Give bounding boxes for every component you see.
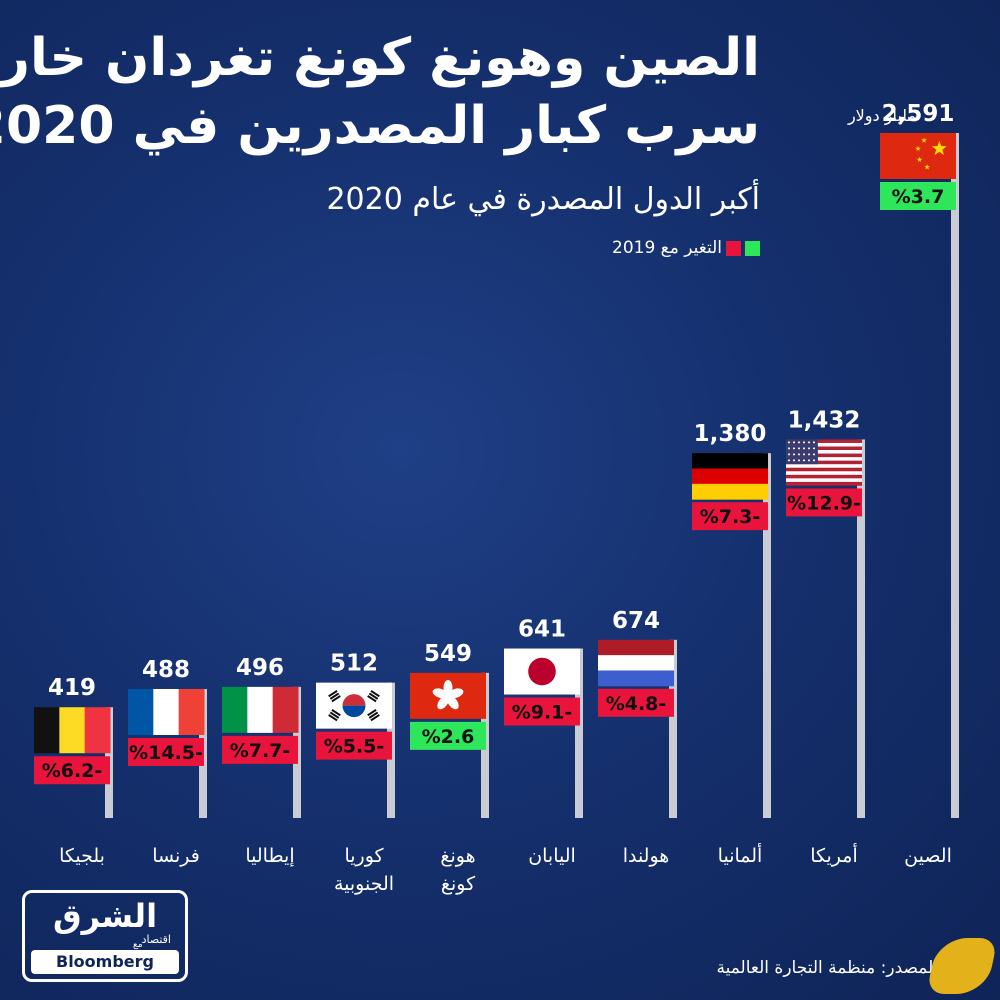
bar-pole bbox=[575, 648, 583, 818]
change-badge: %2.6 bbox=[410, 721, 486, 750]
source-label: المصدر: منظمة التجارة العالمية bbox=[716, 958, 938, 978]
title-line-1: الصين وهونغ كونغ تغردان خارج bbox=[0, 28, 760, 88]
category-label: إيطاليا bbox=[245, 845, 294, 868]
category-label: فرنسا bbox=[152, 845, 200, 867]
change-badge: %9.1- bbox=[504, 697, 580, 726]
bar-pole bbox=[669, 639, 677, 818]
change-label: %6.2- bbox=[42, 760, 103, 782]
change-label: %7.3- bbox=[700, 506, 761, 528]
value-label: 512 bbox=[330, 651, 378, 677]
unit-label: مليار دولار bbox=[847, 106, 916, 126]
change-badge: %6.2- bbox=[34, 756, 110, 785]
change-label: %2.6 bbox=[422, 726, 475, 748]
legend-negative-swatch bbox=[726, 240, 741, 256]
change-label: %14.5- bbox=[129, 742, 203, 764]
category-label: هونغ كونغ bbox=[440, 845, 476, 895]
change-label: %5.5- bbox=[324, 736, 385, 758]
logo: الشرق اقتصاد مع Bloomberg bbox=[22, 890, 188, 982]
bar-pole bbox=[857, 439, 865, 818]
change-label: %3.7 bbox=[892, 186, 945, 208]
change-badge: %4.8- bbox=[598, 688, 674, 717]
value-label: 1,380 bbox=[694, 421, 767, 447]
bar-pole bbox=[763, 453, 771, 818]
change-badge: %3.7 bbox=[880, 182, 956, 210]
belgium-flag-icon bbox=[34, 707, 111, 754]
change-label: %7.7- bbox=[230, 740, 291, 762]
germany-flag-icon bbox=[692, 453, 768, 500]
change-badge: %5.5- bbox=[316, 731, 392, 760]
value-label: 496 bbox=[236, 655, 284, 681]
value-label: 641 bbox=[518, 617, 566, 643]
change-badge: %7.7- bbox=[222, 735, 298, 764]
value-label: 419 bbox=[48, 675, 96, 701]
change-badge: %7.3- bbox=[692, 502, 768, 531]
category-label: اليابان bbox=[528, 845, 576, 867]
china-flag-icon bbox=[880, 133, 956, 179]
change-label: %9.1- bbox=[512, 702, 573, 724]
legend-positive-swatch bbox=[745, 240, 760, 256]
category-label: كوريا الجنوبية bbox=[334, 845, 394, 895]
change-badge: %12.9- bbox=[786, 488, 862, 517]
logo-arabic-text: الشرق bbox=[52, 897, 158, 935]
france-flag-icon bbox=[128, 688, 205, 735]
title-line-2: سرب كبار المصدرين في 2020 bbox=[0, 96, 760, 156]
value-label: 1,432 bbox=[788, 407, 861, 433]
value-label: 488 bbox=[142, 657, 190, 683]
subtitle: أكبر الدول المصدرة في عام 2020 bbox=[326, 182, 760, 217]
hong-kong-flag-icon bbox=[410, 672, 486, 719]
logo-with-text: مع bbox=[133, 940, 143, 950]
change-label: %12.9- bbox=[787, 492, 861, 514]
logo-bloomberg-text: Bloomberg bbox=[31, 950, 179, 974]
value-label: 549 bbox=[424, 641, 472, 667]
value-label: 674 bbox=[612, 608, 660, 634]
italy-flag-icon bbox=[222, 686, 299, 733]
japan-flag-icon bbox=[504, 648, 580, 695]
change-badge: %14.5- bbox=[128, 737, 204, 766]
legend: التغير مع 2019 bbox=[612, 236, 760, 260]
category-label: هولندا bbox=[623, 845, 670, 867]
netherlands-flag-icon bbox=[598, 639, 674, 687]
bar-pole bbox=[951, 133, 959, 818]
south-korea-flag-icon bbox=[316, 682, 392, 729]
usa-flag-icon bbox=[786, 439, 862, 486]
category-label: بلجيكا bbox=[59, 845, 105, 867]
category-label: ألمانيا bbox=[718, 843, 763, 867]
category-label: الصين bbox=[904, 845, 952, 867]
value-label: 2,591 bbox=[882, 101, 955, 127]
logo-sub-text: اقتصاد bbox=[141, 933, 171, 946]
category-label: أمريكا bbox=[810, 843, 858, 867]
change-label: %4.8- bbox=[606, 693, 667, 715]
legend-label: التغير مع 2019 bbox=[612, 238, 722, 258]
